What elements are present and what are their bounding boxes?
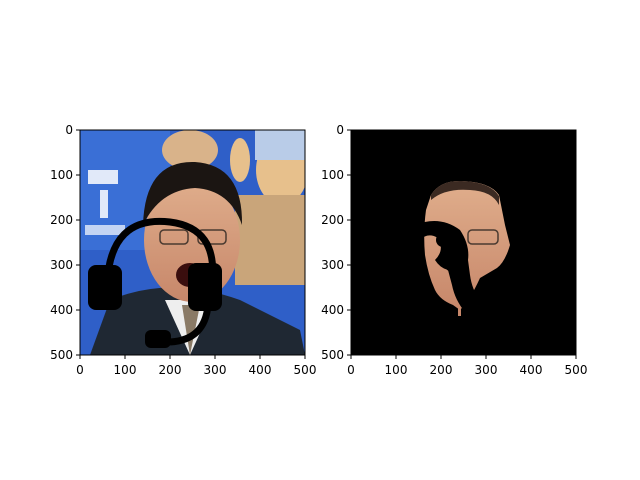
right-y-tick-label: 0: [336, 123, 344, 137]
left-photo: [80, 130, 305, 355]
right-x-tick-label: 100: [385, 363, 408, 377]
left-axes-frame: [79, 129, 306, 356]
right-y-tick-label: 100: [321, 168, 344, 182]
right-mask-image: [351, 130, 576, 355]
left-x-tick-label: 200: [159, 363, 182, 377]
right-y-tick-label: 500: [321, 348, 344, 362]
right-x-tick-label: 200: [430, 363, 453, 377]
left-y-tick-label: 200: [50, 213, 73, 227]
right-y-tick-label: 200: [321, 213, 344, 227]
left-y-tick-label: 100: [50, 168, 73, 182]
right-y-tick-label: 300: [321, 258, 344, 272]
right-x-tick-label: 400: [520, 363, 543, 377]
left-x-tick-label: 300: [204, 363, 227, 377]
right-y-tick-label: 400: [321, 303, 344, 317]
left-x-tick-label: 100: [114, 363, 137, 377]
left-y-tick-label: 300: [50, 258, 73, 272]
left-y-tick-label: 400: [50, 303, 73, 317]
left-y-tick-label: 0: [65, 123, 73, 137]
left-x-tick-label: 0: [76, 363, 84, 377]
left-y-tick-label: 500: [50, 348, 73, 362]
right-x-tick-label: 500: [565, 363, 588, 377]
right-x-tick-label: 300: [475, 363, 498, 377]
right-axes-frame: [350, 129, 577, 356]
right-x-tick-label: 0: [347, 363, 355, 377]
left-x-tick-label: 500: [294, 363, 317, 377]
left-x-tick-label: 400: [249, 363, 272, 377]
